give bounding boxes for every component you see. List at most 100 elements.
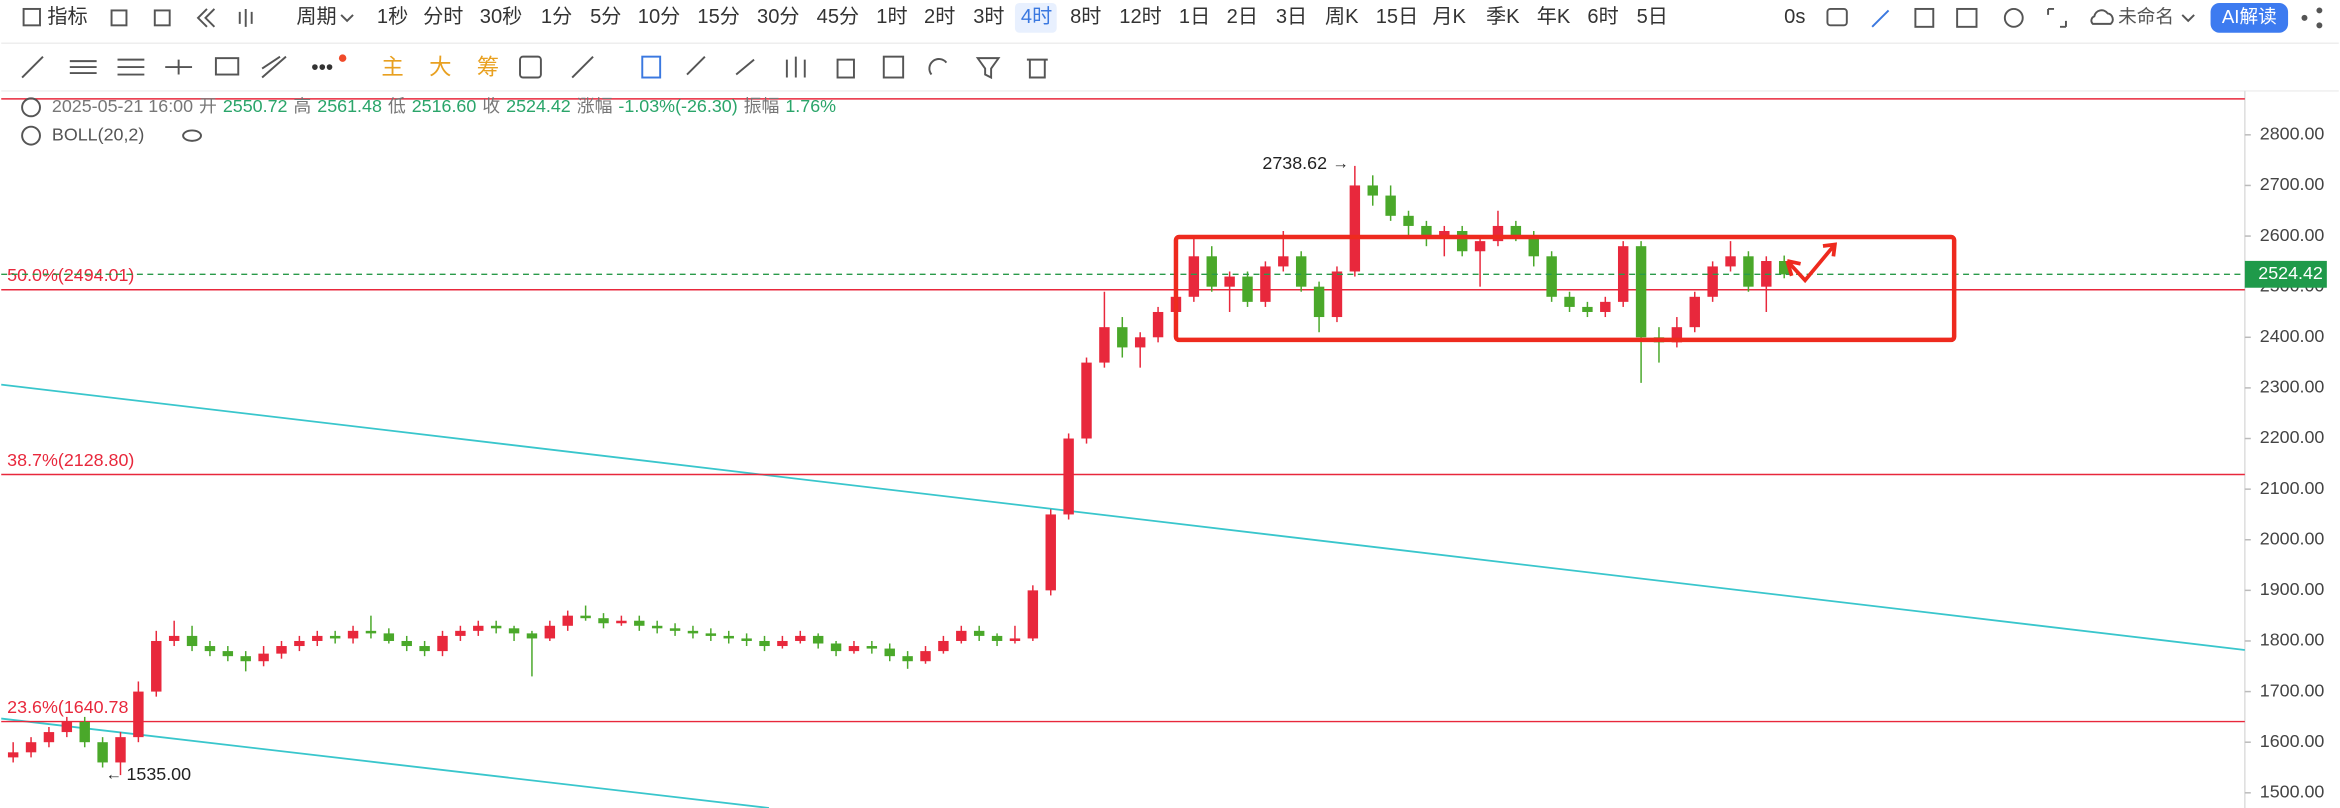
period-option[interactable]: 1日 <box>1179 6 1210 28</box>
period-option[interactable]: 30秒 <box>480 5 522 28</box>
tool-toggle[interactable]: 主 <box>381 54 403 79</box>
period-option[interactable]: 年K <box>1537 5 1571 28</box>
layout-name[interactable]: 未命名 <box>2118 6 2174 27</box>
hline-tool[interactable] <box>165 59 193 75</box>
visibility-icon[interactable] <box>182 129 202 142</box>
y-tick-label: 1600.00 <box>2260 731 2325 751</box>
candle-body <box>956 630 967 641</box>
period-option[interactable]: 月K <box>1432 6 1466 28</box>
ai-button[interactable]: AI解读 <box>2222 6 2277 27</box>
theme-icon[interactable] <box>2003 7 2024 28</box>
candle-body <box>1439 230 1450 237</box>
period-option[interactable]: 2时 <box>924 5 955 28</box>
candle-body <box>294 640 305 647</box>
parallel-tool[interactable] <box>69 60 97 75</box>
period-option[interactable]: 周K <box>1325 6 1359 28</box>
candle-body <box>705 633 717 636</box>
candle-body <box>168 635 180 641</box>
tool-toggle[interactable]: 筹 <box>477 54 499 79</box>
layout-icon[interactable] <box>110 9 128 27</box>
more-tools[interactable]: ••• <box>311 56 333 79</box>
candle-body <box>616 620 627 624</box>
cloud-icon[interactable] <box>2090 9 2114 25</box>
collapse-icon[interactable] <box>21 125 41 146</box>
share-icon[interactable] <box>2316 7 2323 14</box>
period-option[interactable]: 4时 <box>1021 5 1052 28</box>
trend-arrow[interactable] <box>1785 242 1838 284</box>
period-option[interactable]: 12时 <box>1119 5 1161 28</box>
tool-toggle[interactable]: 大 <box>429 54 451 79</box>
fib-label: 50.0%(2494.01) <box>7 265 134 285</box>
candle-body <box>186 635 198 647</box>
tool-icon[interactable] <box>571 55 594 79</box>
collapse-icon[interactable] <box>21 97 41 118</box>
candle-body <box>258 653 269 662</box>
candle-body <box>848 646 860 652</box>
period-button[interactable]: 周期 <box>296 6 336 28</box>
candle-body <box>580 615 591 619</box>
period-option[interactable]: 15分 <box>697 5 739 28</box>
share-icon[interactable] <box>2301 14 2308 21</box>
period-option[interactable]: 3时 <box>973 5 1004 28</box>
arrow: ← <box>106 765 122 783</box>
copy-icon[interactable] <box>641 55 662 79</box>
period-option[interactable]: 5日 <box>1637 6 1668 28</box>
indicator-button[interactable]: 指标 <box>47 5 87 28</box>
fullscreen-icon[interactable] <box>1914 7 1935 28</box>
rewind-icon[interactable] <box>196 8 216 28</box>
magnet-icon[interactable] <box>928 58 948 76</box>
candle-body <box>133 691 144 738</box>
active-period-bg[interactable] <box>1014 2 1057 33</box>
note-icon[interactable] <box>882 55 905 79</box>
ruler-icon[interactable] <box>686 55 706 76</box>
period-option[interactable]: 10分 <box>638 5 680 28</box>
range-box[interactable] <box>1173 234 1957 343</box>
brush-icon[interactable] <box>735 58 755 76</box>
ai-button-bg[interactable] <box>2210 2 2289 33</box>
candle-body <box>347 630 359 639</box>
period-option[interactable]: 2日 <box>1227 6 1258 28</box>
rect-tool[interactable] <box>214 57 240 76</box>
draw-icon[interactable] <box>1871 9 1890 28</box>
period-option[interactable]: 8时 <box>1070 5 1101 28</box>
candle-body <box>777 640 788 647</box>
period-option[interactable]: 6时 <box>1587 5 1618 28</box>
candle-body <box>1564 296 1575 307</box>
candle-body <box>329 635 341 639</box>
dropdown-icon[interactable] <box>340 14 354 23</box>
y-tick-label: 2700.00 <box>2260 174 2325 194</box>
period-option[interactable]: 45分 <box>817 5 859 28</box>
period-option[interactable]: 1秒 <box>377 5 408 28</box>
dropdown-icon[interactable] <box>2181 14 2195 23</box>
filter-icon[interactable] <box>975 57 1001 80</box>
period-option[interactable]: 15日 <box>1376 6 1418 28</box>
period-option[interactable]: 30分 <box>757 5 799 28</box>
info-close-label: 收 <box>482 96 500 116</box>
period-option[interactable]: 分时 <box>423 5 463 28</box>
period-option[interactable]: 3日 <box>1276 6 1307 28</box>
trend-line[interactable] <box>1 383 2245 651</box>
line-tool[interactable] <box>21 55 44 79</box>
period-option[interactable]: 1分 <box>541 5 572 28</box>
candle-type-icon[interactable] <box>238 8 253 27</box>
channel-tool[interactable] <box>261 55 287 79</box>
period-option[interactable]: 5分 <box>590 5 621 28</box>
tool-icon[interactable] <box>519 55 542 79</box>
candle-body <box>1421 225 1432 237</box>
clip-icon[interactable] <box>836 58 855 79</box>
candle-body <box>79 721 90 743</box>
share-icon[interactable] <box>2316 22 2323 29</box>
camera-icon[interactable] <box>1826 7 1848 27</box>
fib-tool[interactable] <box>117 58 145 76</box>
settings-icon[interactable] <box>1956 7 1978 28</box>
bars-icon[interactable] <box>785 56 806 78</box>
trash-icon[interactable] <box>1026 58 1048 79</box>
trend-line[interactable] <box>1 717 770 808</box>
y-tick-label: 1800.00 <box>2260 630 2325 650</box>
period-option[interactable]: 季K <box>1486 5 1520 28</box>
candle-body <box>651 625 663 629</box>
period-option[interactable]: 1时 <box>876 5 907 28</box>
expand-icon[interactable] <box>2047 7 2067 28</box>
indicator-name[interactable]: BOLL(20,2) <box>52 124 144 144</box>
split-icon[interactable] <box>153 9 171 27</box>
